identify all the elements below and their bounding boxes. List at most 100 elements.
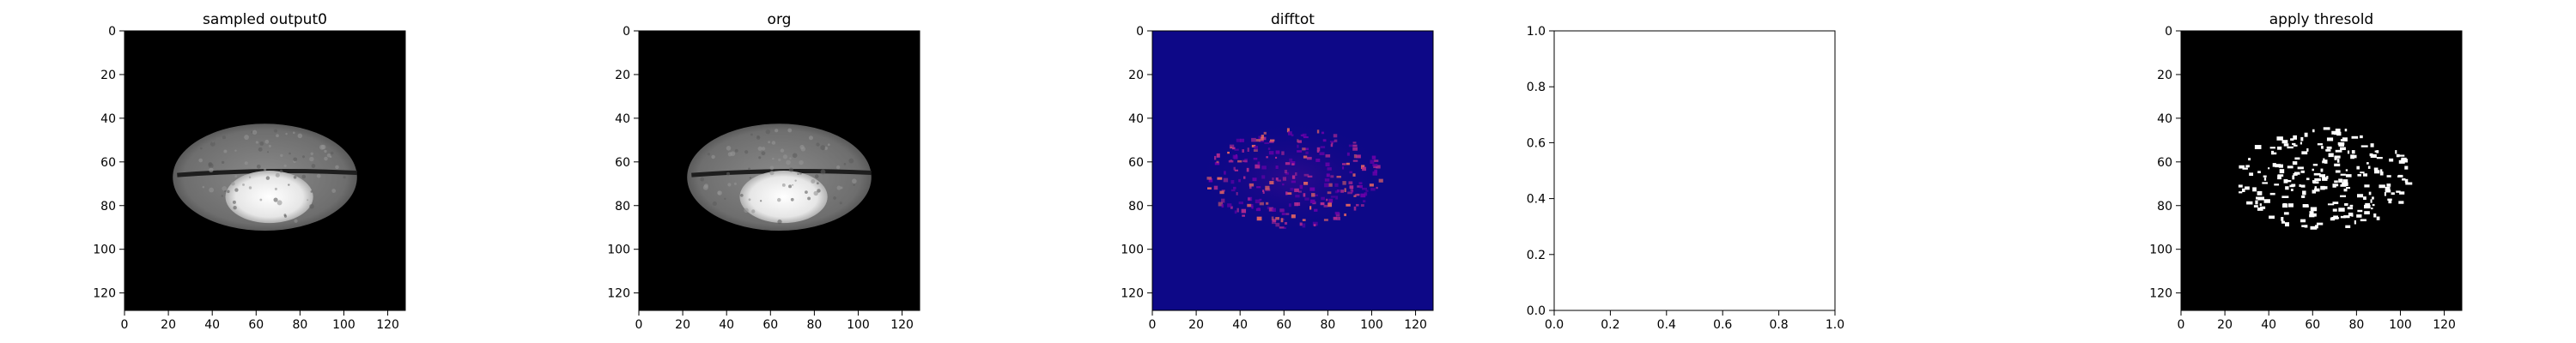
diff-pixel [1261,165,1267,170]
diff-pixel [1256,186,1261,189]
y-tick-label: 40 [1128,112,1144,126]
mask-pixel [2313,172,2321,176]
diff-pixel [1291,161,1296,165]
tissue-speck [335,165,339,170]
mask-pixel [2342,179,2348,184]
x-tick-label: 1.0 [1826,318,1844,332]
mask-pixel [2334,163,2341,167]
tissue-speck [727,152,732,157]
mask-pixel [2242,167,2248,170]
x-tick-label: 0.8 [1769,318,1788,332]
tissue-speck [833,196,836,200]
tissue-speck [326,153,331,158]
mask-pixel [2404,165,2409,170]
mask-pixel [2253,205,2258,208]
diff-pixel [1334,139,1338,142]
mask-pixel [2238,184,2243,188]
diff-pixel [1214,155,1217,160]
diff-pixel [1303,182,1309,185]
diff-pixel [1299,184,1303,190]
diff-pixel [1378,178,1383,183]
mask-pixel [2347,150,2350,154]
mask-pixel [2300,141,2302,145]
diff-pixel [1275,165,1279,170]
diff-pixel [1356,154,1361,159]
mask-pixel [2317,143,2324,146]
mask-pixel [2274,184,2280,186]
mask-pixel [2239,165,2245,169]
mask-pixel [2262,182,2269,184]
diff-pixel [1294,188,1299,192]
diff-pixel [1342,181,1346,185]
mask-pixel [2282,203,2288,208]
diff-pixel [1262,190,1265,193]
diff-pixel [1287,131,1292,135]
diff-pixel [1327,202,1333,208]
mask-pixel [2326,137,2334,141]
diff-pixel [1315,159,1321,162]
diff-pixel [1328,183,1333,187]
mask-pixel [2322,160,2326,164]
mask-pixel [2346,187,2351,190]
tissue-speck [734,148,738,153]
diff-pixel [1349,171,1353,174]
mask-pixel [2302,204,2309,208]
mask-pixel [2312,168,2314,172]
x-tick-label: 40 [1232,318,1248,332]
mask-pixel [2386,175,2391,178]
diff-pixel [1303,193,1306,197]
diff-pixel [1234,210,1237,214]
diff-pixel [1313,224,1316,226]
diff-pixel [1333,216,1338,220]
y-tick-label: 80 [100,200,116,214]
diff-pixel [1302,223,1306,228]
mask-pixel [2385,190,2391,193]
tissue-speck [209,187,215,193]
mask-pixel [2379,169,2383,172]
mask-pixel [2263,175,2267,178]
tissue-speck [790,197,794,202]
diff-pixel [1370,159,1375,165]
mask-pixel [2269,192,2275,196]
diff-pixel [1252,178,1257,182]
mask-pixel [2335,149,2342,153]
mask-pixel [2348,212,2354,217]
tissue-speck [209,167,214,173]
tissue-speck [740,194,744,197]
diff-pixel [1288,203,1291,208]
tissue-speck [827,143,830,147]
diff-pixel [1353,206,1357,211]
mask-pixel [2275,164,2281,168]
diff-pixel [1206,177,1212,180]
diff-pixel [1335,196,1339,200]
tissue-speck [280,153,283,158]
tissue-speck [759,200,762,202]
mask-pixel [2328,153,2334,158]
y-tick-label: 40 [100,112,116,126]
diff-pixel [1297,144,1299,148]
diff-pixel [1241,208,1247,214]
tissue-speck [813,190,818,196]
mask-pixel [2374,170,2380,174]
y-tick-label: 20 [1128,69,1144,82]
mask-pixel [2268,167,2270,170]
diff-pixel [1336,216,1341,220]
mask-pixel [2388,199,2392,204]
y-tick-label: 80 [1128,200,1144,214]
tissue-speck [316,173,321,178]
diff-pixel [1275,150,1280,154]
tissue-speck [799,159,804,165]
mask-pixel [2287,179,2292,183]
diff-pixel [1281,151,1285,155]
y-tick-label: 80 [2157,200,2172,214]
diff-pixel [1300,134,1304,136]
tissue-speck [258,147,263,152]
mask-pixel [2399,191,2405,195]
tissue-speck [769,165,775,171]
tissue-speck [263,167,267,172]
diff-pixel [1344,188,1346,193]
x-tick-label: 120 [890,318,914,332]
mask-pixel [2259,203,2262,206]
tissue-speck [309,203,314,209]
diff-pixel [1297,202,1301,206]
